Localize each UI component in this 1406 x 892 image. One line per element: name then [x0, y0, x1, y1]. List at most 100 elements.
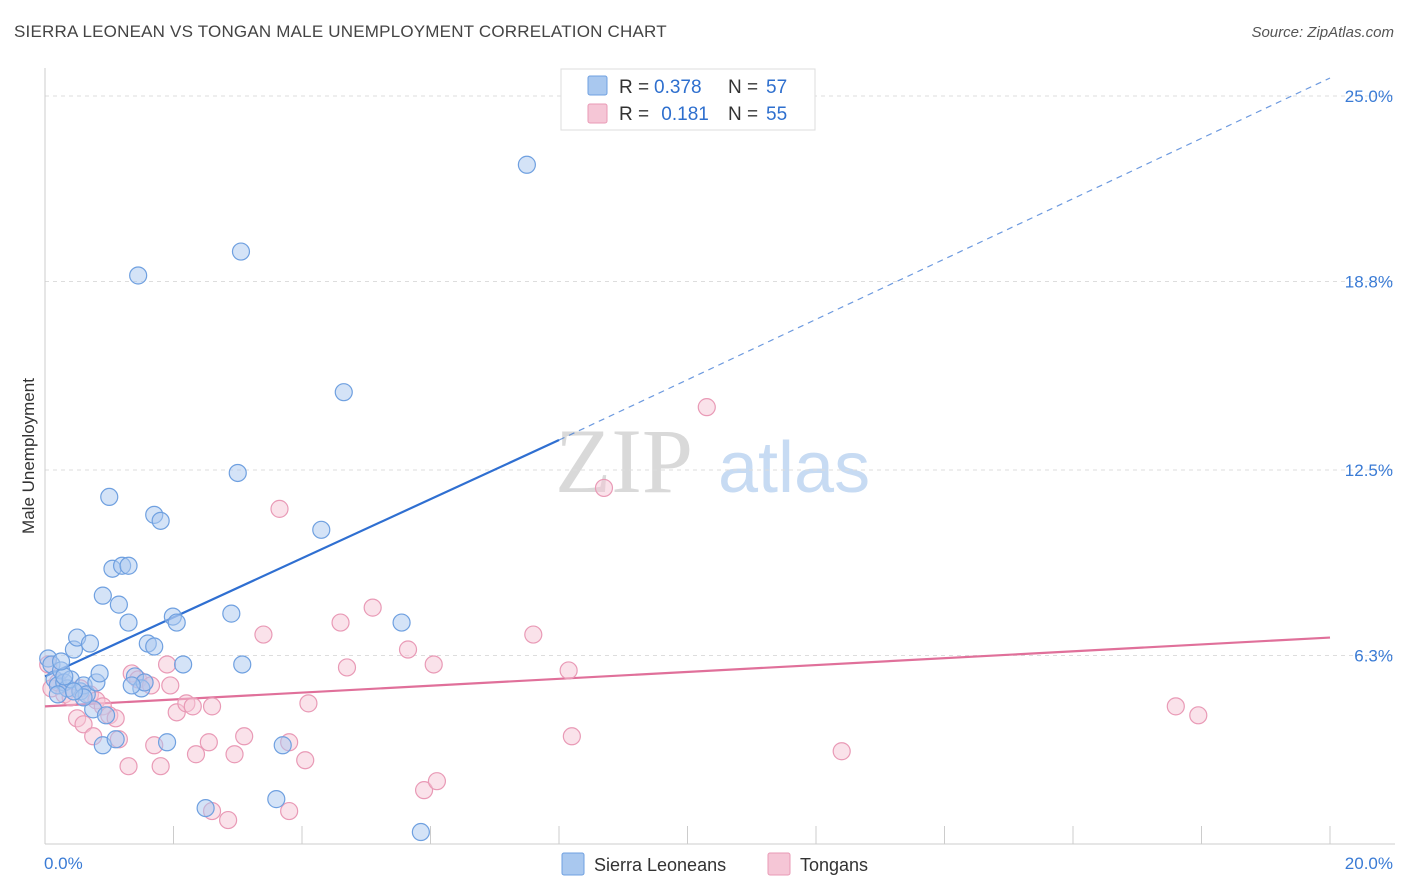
tongan-point [199, 733, 218, 752]
grid-lines [45, 95, 1395, 656]
tongan-point [363, 598, 382, 617]
sierra-leonean-point [334, 383, 353, 402]
bottom-legend-swatch-pink [767, 852, 791, 876]
sierra-leonean-point [392, 613, 411, 632]
tongan-point [414, 781, 434, 800]
trend-line-sierra-leonean [44, 439, 560, 678]
sierra-leonean-point [228, 463, 247, 483]
tongan-point [337, 658, 357, 677]
tongan-point [225, 745, 244, 764]
tongan-point [270, 499, 289, 518]
legend-n-label-2: N = [728, 104, 758, 125]
sierra-leonean-point [151, 511, 170, 530]
y-axis-label: Male Unemployment [19, 378, 38, 534]
sierra-leonean-point [174, 655, 193, 674]
sierra-leonean-point [55, 667, 74, 686]
legend-n-value-2: 55 [766, 104, 787, 125]
sierra-leonean-point [411, 822, 430, 842]
sierra-leonean-point [106, 730, 125, 749]
tick-labels: 6.3% 12.5% 18.8% 25.0% 0.0% 20.0% [44, 87, 1393, 873]
sierra-leonean-point [129, 266, 148, 285]
sierra-leonean-point [64, 682, 84, 701]
watermark-zip: ZIP [555, 410, 693, 512]
sierra-leonean-point [119, 613, 138, 632]
sierra-leonean-point [196, 798, 215, 818]
tongan-point [562, 727, 581, 746]
trend-line-sierra-leonean-dashed [558, 77, 1331, 441]
sierra-leonean-point [100, 487, 119, 507]
legend-n-label-1: N = [728, 77, 758, 98]
sierra-leonean-point [231, 242, 251, 261]
legend-r-value-2: 0.181 [656, 104, 709, 125]
data-points [39, 155, 1208, 842]
tongan-point [697, 398, 716, 417]
tongan-point [157, 655, 177, 674]
legend-swatch-blue [587, 75, 608, 96]
sierra-leonean-point [517, 155, 536, 174]
bottom-legend-label-sierra: Sierra Leoneans [594, 855, 726, 875]
tongan-point [427, 772, 447, 791]
y-tick-label: 12.5% [1345, 461, 1393, 480]
sierra-leonean-point [96, 706, 116, 725]
tongan-point [1166, 697, 1185, 716]
tongan-point [280, 801, 299, 821]
sierra-leonean-point [122, 676, 141, 695]
tongan-point [235, 727, 254, 746]
tongan-point [299, 694, 318, 713]
axes [44, 68, 1395, 845]
tongan-point [832, 742, 851, 761]
sierra-leonean-point [157, 733, 177, 752]
trend-line-tongan [44, 636, 1331, 708]
tongan-point [398, 640, 418, 659]
y-tick-label: 18.8% [1345, 272, 1393, 291]
bottom-legend-swatch-blue [561, 852, 585, 876]
sierra-leonean-point [267, 790, 286, 809]
sierra-leonean-point [273, 736, 292, 755]
tongan-point [219, 810, 238, 830]
sierra-leonean-point [51, 652, 71, 671]
tongan-point [254, 625, 273, 644]
sierra-leonean-point [80, 634, 100, 653]
sierra-leonean-point [167, 613, 186, 632]
x-tick-label: 20.0% [1345, 854, 1393, 873]
tongan-point [151, 757, 170, 776]
tongan-point [524, 625, 543, 644]
chart-title: SIERRA LEONEAN VS TONGAN MALE UNEMPLOYME… [14, 22, 667, 41]
sierra-leonean-point [109, 595, 128, 614]
legend-swatch-pink [587, 103, 608, 124]
tongan-point [331, 613, 350, 632]
bottom-legend-label-tongans: Tongans [800, 855, 868, 875]
tongan-point [186, 745, 206, 764]
sierra-leonean-point [312, 520, 331, 539]
sierra-leonean-point [145, 637, 164, 656]
sierra-leonean-point [222, 604, 241, 623]
tongan-point [1189, 706, 1208, 725]
tongan-point [424, 655, 443, 674]
bottom-legend: Sierra Leoneans Tongans [561, 852, 868, 876]
tongan-point [594, 478, 614, 498]
tongan-point [296, 751, 315, 770]
sierra-leonean-point [93, 586, 112, 605]
sierra-leonean-point [119, 556, 138, 575]
legend-n-value-1: 57 [766, 77, 787, 98]
tongan-point [74, 715, 93, 734]
legend-r-label-2: R = [619, 104, 649, 125]
sierra-leonean-point [233, 655, 252, 674]
watermark-atlas: atlas [718, 428, 870, 508]
tongan-point [119, 757, 138, 776]
tongan-point [161, 676, 180, 695]
sierra-leonean-point [90, 664, 109, 683]
tongan-point [183, 697, 202, 716]
source-label: Source: ZipAtlas.com [1251, 24, 1394, 41]
legend-r-value-1: 0.378 [654, 77, 702, 98]
tongan-point [202, 697, 222, 716]
legend-r-label-1: R = [619, 77, 649, 98]
tongan-point [559, 661, 578, 680]
y-tick-label: 6.3% [1354, 646, 1393, 665]
legend: R = 0.378 N = 57 R = 0.181 N = 55 [560, 68, 816, 131]
y-tick-label: 25.0% [1345, 87, 1393, 106]
x-tick-label: 0.0% [44, 854, 83, 873]
sierra-leonean-point [48, 685, 67, 704]
trend-lines [44, 77, 1331, 708]
